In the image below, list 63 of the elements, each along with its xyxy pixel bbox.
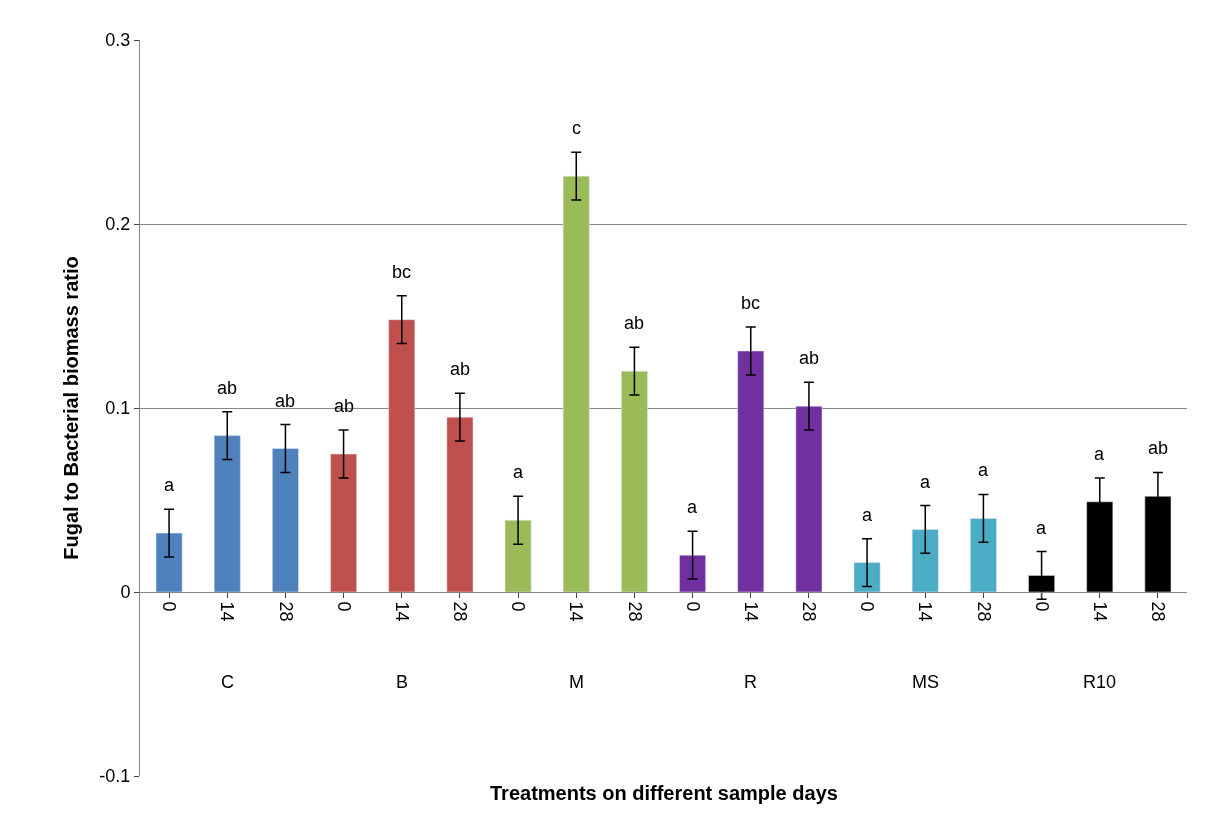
data-label: ab [624, 313, 645, 333]
data-label: a [862, 505, 873, 525]
x-tick-label: 0 [857, 601, 878, 612]
bar [446, 416, 474, 593]
x-tick-label: 0 [682, 601, 703, 612]
annotation: M [569, 672, 584, 692]
x-tick-label: 14 [391, 601, 412, 622]
bar [679, 554, 706, 593]
data-label: a [1036, 518, 1047, 538]
bar [155, 532, 183, 593]
x-tick-label: 28 [275, 601, 296, 622]
annotation: C [221, 672, 234, 692]
y-axis-title: Fugal to Bacterial biomass ratio [59, 256, 82, 560]
y-tick-label: 0.1 [105, 398, 131, 419]
bar [970, 518, 997, 593]
x-tick-label: 0 [333, 601, 354, 612]
bar [621, 370, 648, 593]
data-label: a [1094, 444, 1105, 464]
data-label: a [513, 462, 524, 482]
x-tick-label: 14 [740, 601, 761, 622]
x-tick-label: 14 [915, 601, 936, 622]
x-tick-label: 28 [450, 601, 471, 622]
x-tick-label: 28 [624, 601, 645, 622]
annotation: R10 [1083, 672, 1117, 692]
data-label: ab [217, 378, 238, 398]
data-label: a [687, 497, 698, 517]
x-tick-label: 0 [1031, 601, 1052, 612]
bar [911, 529, 939, 593]
data-label: ab [334, 396, 355, 416]
y-tick-label: 0.2 [105, 214, 131, 235]
bar [504, 519, 532, 593]
y-tick-label: 0.3 [105, 30, 131, 51]
bar [330, 453, 357, 593]
data-label: ab [1148, 438, 1169, 458]
annotation: R [744, 672, 757, 692]
data-label: ab [450, 359, 471, 379]
data-label: bc [741, 293, 761, 313]
y-tick-label: -0.1 [99, 766, 131, 787]
data-label: a [920, 472, 931, 492]
data-label: c [572, 118, 581, 138]
data-label: ab [799, 348, 820, 368]
annotation: MS [912, 672, 939, 692]
bar [388, 319, 416, 593]
x-tick-label: 28 [1148, 601, 1169, 622]
data-label: ab [275, 391, 296, 411]
x-tick-label: 14 [217, 601, 238, 622]
data-label: bc [392, 262, 412, 282]
data-label: a [164, 475, 175, 495]
data-label: a [978, 460, 989, 480]
x-tick-label: 0 [508, 601, 529, 612]
bar [795, 405, 823, 593]
x-tick-label: 14 [1089, 601, 1110, 622]
bar [737, 350, 765, 593]
x-tick-label: 14 [566, 601, 587, 622]
bar [213, 435, 241, 593]
x-axis-title: Treatments on different sample days [490, 782, 838, 804]
bar [272, 448, 299, 593]
bar [562, 175, 590, 593]
x-tick-label: 28 [799, 601, 820, 622]
x-tick-label: 0 [159, 601, 180, 612]
x-tick-label: 28 [973, 601, 994, 622]
bar [853, 562, 881, 593]
annotation: B [396, 672, 409, 692]
